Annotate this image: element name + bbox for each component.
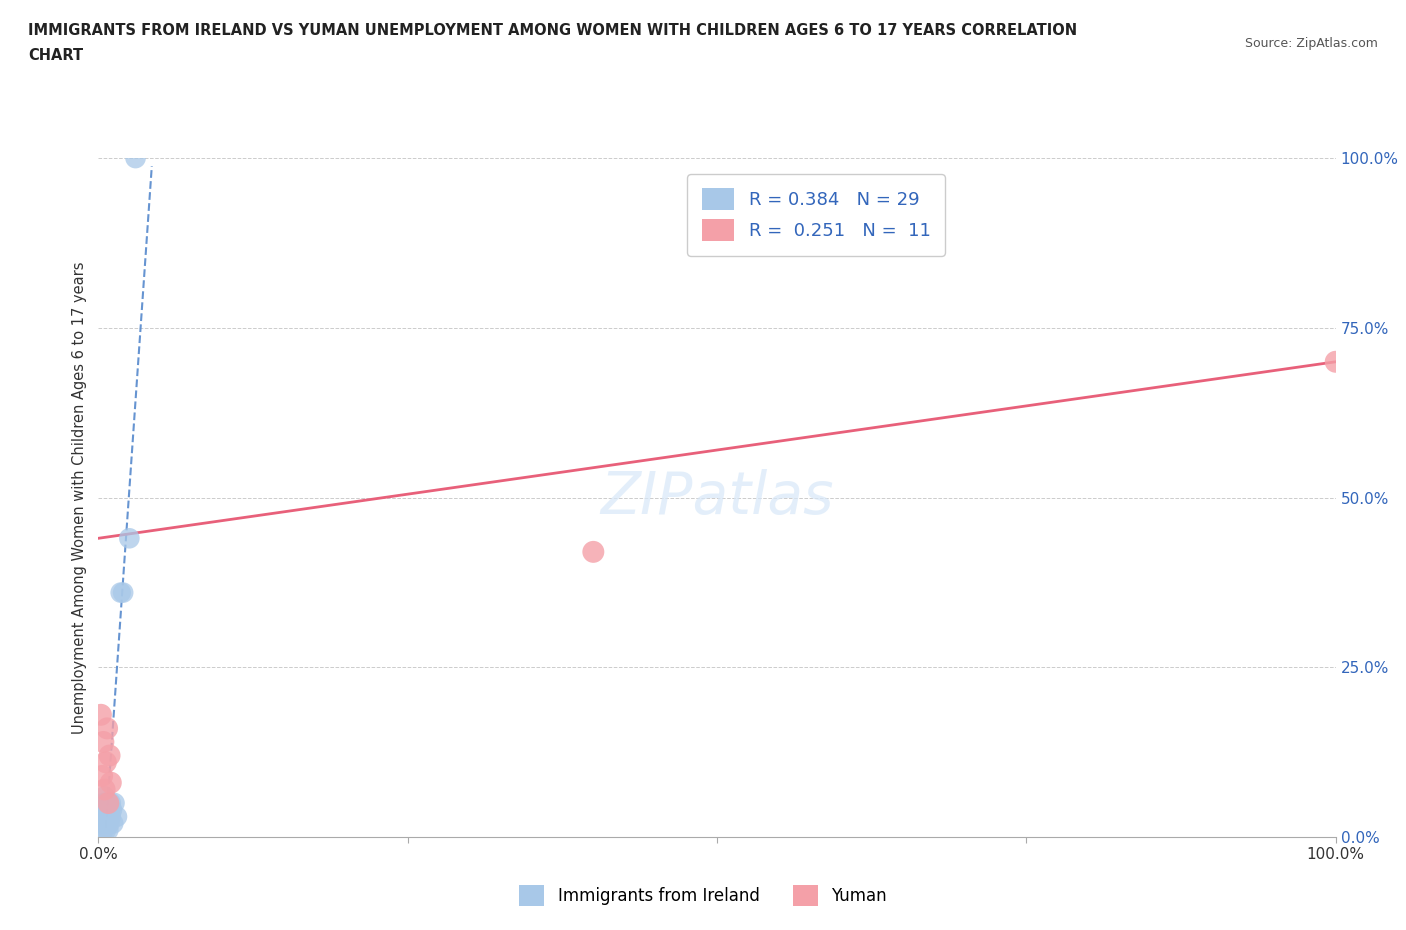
Point — [93, 789, 115, 804]
Legend: R = 0.384   N = 29, R =  0.251   N =  11: R = 0.384 N = 29, R = 0.251 N = 11 — [688, 174, 945, 256]
Point — [97, 823, 120, 838]
Point — [101, 803, 124, 817]
Point — [98, 816, 121, 830]
Point — [94, 823, 117, 838]
Point — [93, 796, 115, 811]
Text: Source: ZipAtlas.com: Source: ZipAtlas.com — [1244, 37, 1378, 50]
Point — [93, 816, 115, 830]
Point — [93, 823, 115, 838]
Point — [100, 796, 122, 811]
Point — [98, 748, 121, 763]
Point — [94, 809, 117, 824]
Point — [1324, 354, 1347, 369]
Point — [96, 816, 118, 830]
Point — [94, 796, 117, 811]
Point — [103, 816, 125, 830]
Point — [103, 796, 125, 811]
Point — [93, 809, 115, 824]
Y-axis label: Unemployment Among Women with Children Ages 6 to 17 years: Unemployment Among Women with Children A… — [72, 261, 87, 734]
Point — [582, 544, 605, 559]
Point — [112, 585, 135, 600]
Text: IMMIGRANTS FROM IRELAND VS YUMAN UNEMPLOYMENT AMONG WOMEN WITH CHILDREN AGES 6 T: IMMIGRANTS FROM IRELAND VS YUMAN UNEMPLO… — [28, 23, 1077, 38]
Point — [100, 776, 122, 790]
Text: CHART: CHART — [28, 48, 83, 63]
Point — [97, 796, 120, 811]
Legend: Immigrants from Ireland, Yuman: Immigrants from Ireland, Yuman — [513, 879, 893, 912]
Point — [97, 809, 120, 824]
Point — [94, 755, 117, 770]
Text: ZIPatlas: ZIPatlas — [600, 469, 834, 526]
Point — [97, 796, 120, 811]
Point — [100, 809, 122, 824]
Point — [96, 803, 118, 817]
Point — [96, 721, 118, 736]
Point — [98, 803, 121, 817]
Point — [91, 816, 114, 830]
Point — [91, 768, 114, 783]
Point — [105, 809, 128, 824]
Point — [124, 151, 146, 166]
Point — [110, 585, 132, 600]
Point — [93, 803, 115, 817]
Point — [93, 735, 115, 750]
Point — [90, 708, 112, 723]
Point — [118, 531, 141, 546]
Point — [90, 809, 112, 824]
Point — [91, 803, 114, 817]
Point — [93, 782, 115, 797]
